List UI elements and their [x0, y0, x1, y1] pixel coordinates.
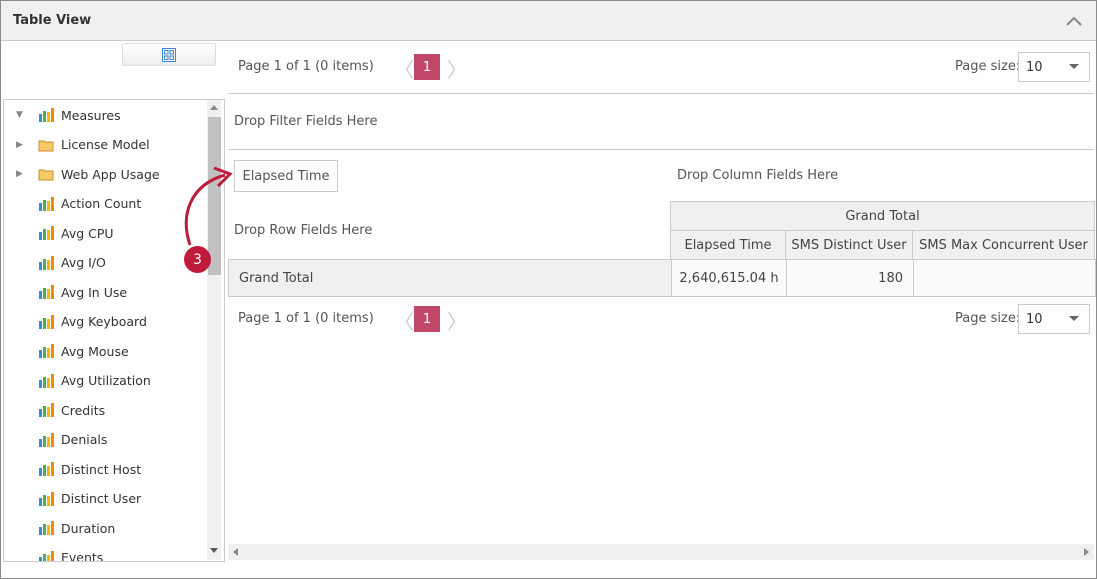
tree-item[interactable]: Distinct User [4, 488, 141, 510]
tree-item-label: Web App Usage [61, 166, 160, 182]
folder-icon [38, 167, 54, 181]
page-size-label: Page size: [955, 59, 1021, 74]
collapse-icon[interactable]: ▼ [16, 110, 23, 120]
page-size-select-bottom[interactable]: 10 [1018, 304, 1090, 334]
prev-page-icon[interactable]: 〈 [394, 58, 414, 82]
pager-info: Page 1 of 1 (0 items) [238, 59, 374, 74]
tree-item[interactable]: Avg Utilization [4, 370, 151, 392]
row-drop-area[interactable]: Drop Row Fields Here [234, 223, 373, 238]
panel-header: Table View [1, 1, 1096, 41]
bar-chart-icon [38, 462, 54, 476]
tree-item[interactable]: Credits [4, 399, 105, 421]
layout-toggle-button[interactable] [122, 43, 216, 66]
tree-item[interactable]: Distinct Host [4, 458, 141, 480]
cell [913, 259, 1096, 297]
field-list-tree: ▼ Measures ▶ License Model ▶ Web App Usage Act… [3, 99, 225, 562]
tree-item-label: Action Count [61, 196, 142, 211]
next-page-icon[interactable]: 〉 [447, 310, 467, 334]
prev-page-icon[interactable]: 〈 [394, 310, 414, 334]
column-drop-area[interactable]: Drop Column Fields Here [677, 168, 839, 183]
divider [228, 93, 1094, 94]
page-size-value: 10 [1026, 312, 1043, 327]
bar-chart-icon [38, 550, 54, 561]
column-header[interactable]: SMS Distinct User [785, 230, 913, 260]
column-header[interactable]: Elapsed Time [670, 230, 786, 260]
tree-item[interactable]: Denials [4, 429, 107, 451]
tree-item-label: License Model [61, 137, 150, 152]
page-1-button-bottom[interactable]: 1 [414, 306, 440, 332]
column-header[interactable]: SMS Max Concurrent User [912, 230, 1095, 260]
panel-title: Table View [13, 13, 92, 28]
scroll-down-icon[interactable] [210, 548, 218, 553]
tree-item-label: Distinct Host [61, 461, 142, 477]
tree-item[interactable]: Avg Keyboard [4, 311, 147, 333]
tree-item-label: Avg Utilization [61, 373, 151, 388]
dropdown-caret-icon [1069, 64, 1079, 69]
tree-item-label: Duration [61, 520, 116, 536]
tree-item-label: Avg I/O [61, 255, 106, 270]
row-header[interactable]: Grand Total [228, 259, 672, 297]
expand-icon[interactable]: ▶ [16, 169, 23, 179]
table-row: Grand Total 2,640,615.04 h 180 [228, 259, 1096, 297]
tree-item[interactable]: Duration [4, 517, 115, 539]
data-field-elapsed-time[interactable]: Elapsed Time [234, 160, 338, 192]
tree-item[interactable]: ▼ Measures [4, 104, 121, 126]
tree-item-label: Denials [61, 432, 108, 447]
tree-item[interactable]: Events [4, 547, 104, 562]
tree-item-label: Avg CPU [61, 225, 114, 241]
tree-item-label: Avg Keyboard [61, 314, 147, 329]
cell: 180 [786, 259, 914, 297]
cell: 2,640,615.04 h [671, 259, 787, 297]
tree-item[interactable]: ▶ Web App Usage [4, 163, 160, 185]
tree-item-label: Credits [61, 402, 106, 418]
tree-item[interactable]: Avg CPU [4, 222, 114, 244]
annotation-step-badge: 3 [184, 246, 211, 273]
tree-item-label: Avg Mouse [61, 343, 129, 359]
bar-chart-icon [38, 314, 54, 329]
bar-chart-icon [38, 432, 54, 447]
bar-chart-icon [38, 403, 54, 417]
divider [228, 149, 1094, 150]
tree-item[interactable]: Avg In Use [4, 281, 127, 303]
bar-chart-icon [38, 226, 54, 240]
page-1-button[interactable]: 1 [414, 54, 440, 80]
grid-layout-icon [162, 47, 176, 62]
horizontal-scrollbar[interactable] [228, 544, 1094, 560]
annotation-arrow-icon [184, 166, 233, 246]
tree-item[interactable]: Avg I/O [4, 252, 106, 274]
tree-item-label: Measures [61, 107, 121, 123]
page-size-value: 10 [1026, 60, 1043, 75]
bar-chart-icon [38, 108, 54, 122]
bar-chart-icon [38, 344, 54, 358]
bar-chart-icon [38, 196, 54, 211]
scroll-right-icon[interactable] [1084, 548, 1089, 556]
tree-scrollbar-thumb[interactable] [208, 117, 221, 275]
folder-icon [38, 138, 54, 152]
next-page-icon[interactable]: 〉 [447, 58, 467, 82]
tree-item-label: Distinct User [61, 491, 142, 506]
bar-chart-icon [38, 285, 54, 299]
chevron-up-icon[interactable] [1064, 11, 1084, 31]
grand-total-column-header: Grand Total [670, 201, 1095, 231]
expand-icon[interactable]: ▶ [16, 139, 23, 150]
pivot-data-table: Grand Total 2,640,615.04 h 180 [228, 259, 1096, 297]
bar-chart-icon [38, 255, 54, 270]
bar-chart-icon [38, 373, 54, 388]
page-size-select[interactable]: 10 [1018, 52, 1090, 82]
tree-item[interactable]: Action Count [4, 193, 141, 215]
dropdown-caret-icon [1069, 316, 1079, 321]
pivot-header-table: Grand Total Elapsed Time SMS Distinct Us… [670, 201, 1095, 260]
tree-item-label: Events [61, 550, 104, 562]
page-size-label-bottom: Page size: [955, 311, 1021, 326]
tree-item[interactable]: ▶ License Model [4, 134, 150, 156]
tree-item-label: Avg In Use [61, 284, 128, 300]
scroll-up-icon[interactable] [210, 105, 218, 110]
tree-item[interactable]: Avg Mouse [4, 340, 129, 362]
filter-drop-area[interactable]: Drop Filter Fields Here [234, 114, 378, 129]
bar-chart-icon [38, 491, 54, 506]
pager-info-bottom: Page 1 of 1 (0 items) [238, 311, 374, 326]
scroll-left-icon[interactable] [233, 548, 238, 556]
bar-chart-icon [38, 521, 54, 535]
